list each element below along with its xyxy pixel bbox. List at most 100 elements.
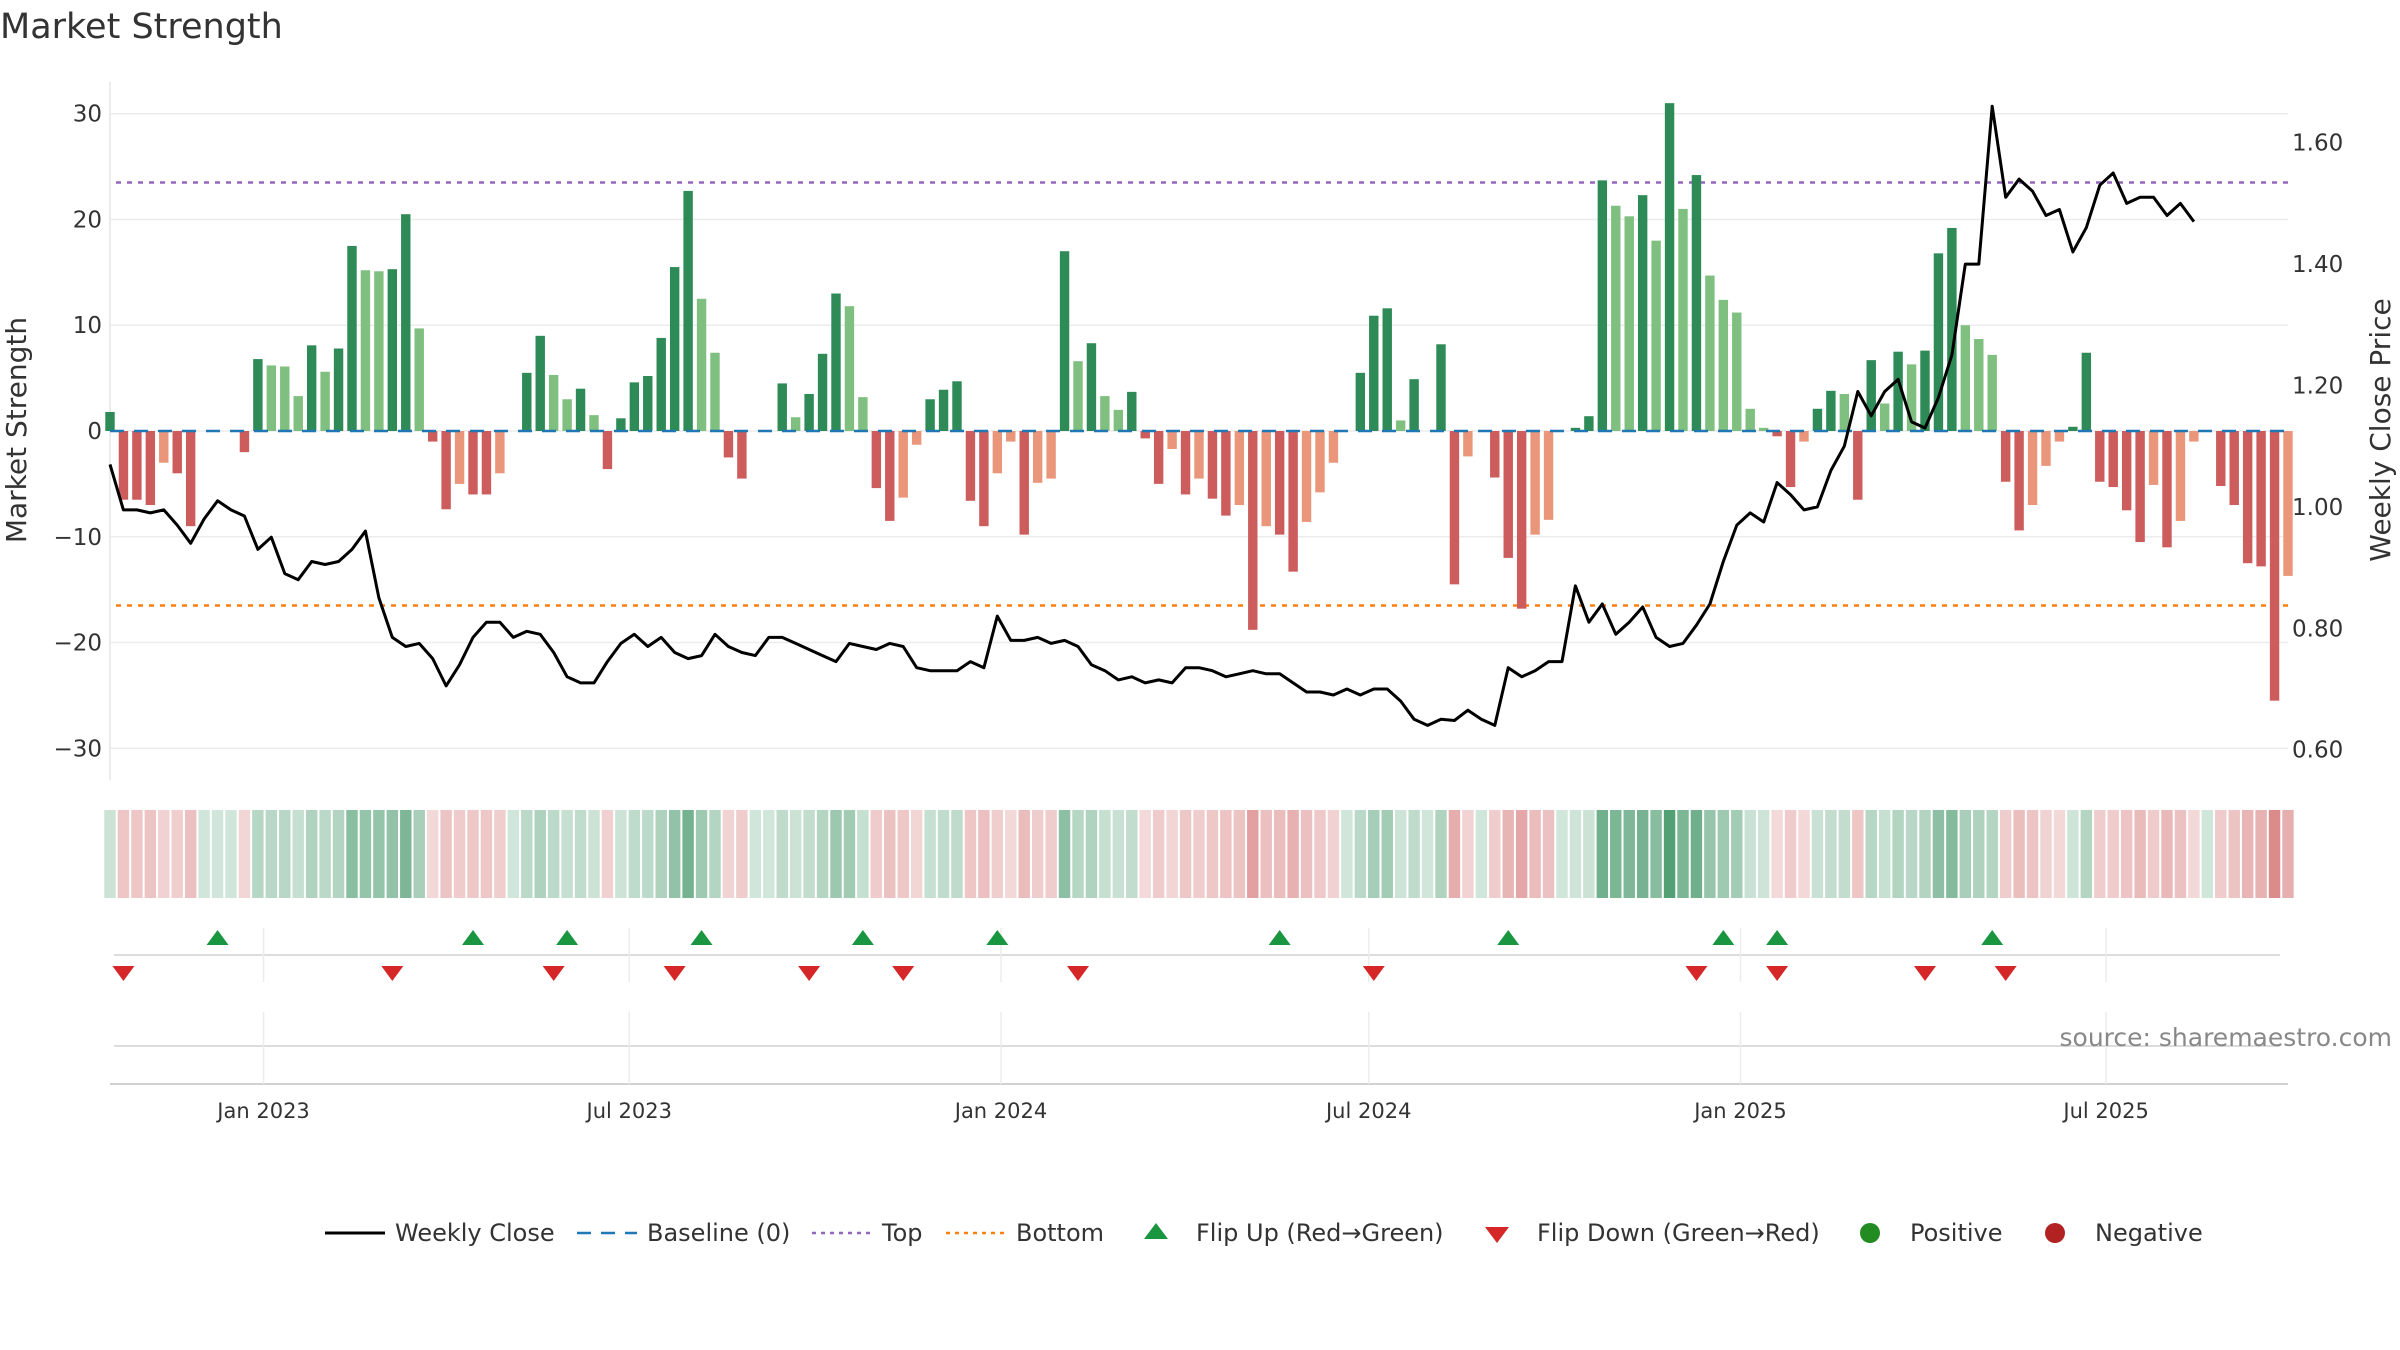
heat-cell xyxy=(2040,810,2052,898)
strength-bar xyxy=(414,328,424,431)
legend-item-weekly-close: Weekly Close xyxy=(325,1219,555,1247)
heat-cell xyxy=(426,810,439,898)
strength-bar xyxy=(817,353,828,431)
heat-cell xyxy=(2174,810,2187,898)
date-tick-label: Jul 2025 xyxy=(2061,1099,2148,1123)
heat-cell xyxy=(2094,810,2106,898)
heat-cell xyxy=(453,810,466,898)
strength-bar xyxy=(1799,431,1809,442)
heat-cell xyxy=(964,810,977,898)
heat-cell xyxy=(1354,810,1367,898)
heat-cell xyxy=(1583,810,1595,898)
heat-cell xyxy=(2161,810,2173,898)
strength-bar xyxy=(1288,431,1298,572)
strength-bar xyxy=(239,431,250,453)
date-tick-label: Jan 2023 xyxy=(215,1099,310,1123)
heat-cell xyxy=(413,810,425,898)
heat-cell xyxy=(2241,810,2254,898)
strength-bar xyxy=(2148,431,2159,485)
heat-cell xyxy=(2013,810,2025,898)
strength-bar xyxy=(602,431,613,470)
flip-down-marker xyxy=(1362,966,1385,981)
heat-cell xyxy=(655,810,667,898)
left-axis-title: Market Strength xyxy=(0,317,33,543)
strength-bar xyxy=(898,431,908,498)
strength-bar xyxy=(656,337,666,431)
heat-cell xyxy=(857,810,869,898)
left-tick-label: −10 xyxy=(53,525,102,551)
right-tick-label: 0.80 xyxy=(2292,616,2343,642)
strength-bar xyxy=(2041,431,2051,466)
strength-bar xyxy=(710,352,720,431)
strength-bar xyxy=(1516,431,1527,609)
strength-bar xyxy=(2216,431,2226,486)
heat-cell xyxy=(1435,810,1447,898)
heat-cell xyxy=(1139,810,1151,898)
date-axis-ticks: Jan 2023 Jul 2023 Jan 2024 Jul 2024 Jan 2025… xyxy=(215,1099,2149,1123)
heat-cell xyxy=(615,810,627,898)
heat-cell xyxy=(1421,810,1434,898)
heat-cell xyxy=(1300,810,1313,898)
heat-cell xyxy=(1636,810,1649,898)
strength-bar xyxy=(1221,431,1231,516)
heat-cell xyxy=(574,810,587,898)
strength-bar xyxy=(360,270,371,431)
heat-cell xyxy=(2134,810,2146,898)
heat-cell xyxy=(803,810,815,898)
strength-bar xyxy=(1409,379,1419,431)
strength-bar xyxy=(1597,180,1608,431)
heat-cell xyxy=(521,810,533,898)
date-tick-label: Jul 2024 xyxy=(1324,1099,1411,1123)
heat-cell xyxy=(2067,810,2079,898)
strength-bar xyxy=(669,267,680,431)
strength-bar xyxy=(266,365,277,431)
heat-cell xyxy=(978,810,990,898)
flip-up-marker xyxy=(690,930,713,945)
strength-bar xyxy=(777,383,787,431)
strength-bar xyxy=(1140,431,1150,439)
heat-cell xyxy=(292,810,304,898)
strength-bar xyxy=(2256,431,2266,567)
strength-bar xyxy=(1207,431,1218,499)
legend-swatch xyxy=(2045,1223,2065,1243)
strength-bar xyxy=(1073,361,1083,431)
strength-bar xyxy=(938,389,949,431)
heat-cell xyxy=(1179,810,1192,898)
heat-cell xyxy=(1999,810,2012,898)
heat-cell xyxy=(1892,810,1904,898)
heat-cell xyxy=(1932,810,1945,898)
heat-cell xyxy=(668,810,681,898)
flip-up-marker xyxy=(1497,930,1520,945)
legend-label: Baseline (0) xyxy=(647,1219,790,1247)
legend-swatch xyxy=(1860,1223,1880,1243)
date-tick-label: Jul 2023 xyxy=(585,1099,672,1123)
heat-cell xyxy=(494,810,506,898)
heat-cell xyxy=(279,810,291,898)
heat-cell xyxy=(1973,810,1985,898)
legend-item-flip-down: Flip Down (Green→Red) xyxy=(1485,1219,1820,1247)
heat-cell xyxy=(1663,810,1676,898)
heat-cell xyxy=(870,810,883,898)
strength-bar xyxy=(1893,351,1903,431)
strength-bar xyxy=(481,431,492,495)
left-tick-label: 10 xyxy=(73,313,102,339)
heat-cell xyxy=(1717,810,1730,898)
heat-cell xyxy=(1085,810,1098,898)
heat-cell xyxy=(1959,810,1972,898)
strength-bar xyxy=(253,359,263,431)
flip-panel-grid xyxy=(114,928,2280,982)
heat-cell xyxy=(1798,810,1810,898)
flip-up-marker xyxy=(462,930,484,945)
strength-bar xyxy=(1705,275,1715,431)
heat-cell xyxy=(1314,810,1326,898)
heat-cell xyxy=(1489,810,1501,898)
strength-bar xyxy=(2229,431,2239,506)
left-tick-label: 0 xyxy=(87,419,102,445)
strength-bar xyxy=(1718,299,1729,431)
strength-bar xyxy=(1920,350,1930,431)
legend-item-top: Top xyxy=(812,1219,923,1247)
heat-cell xyxy=(789,810,802,898)
heat-cell xyxy=(346,810,358,898)
strength-bar xyxy=(347,245,357,431)
